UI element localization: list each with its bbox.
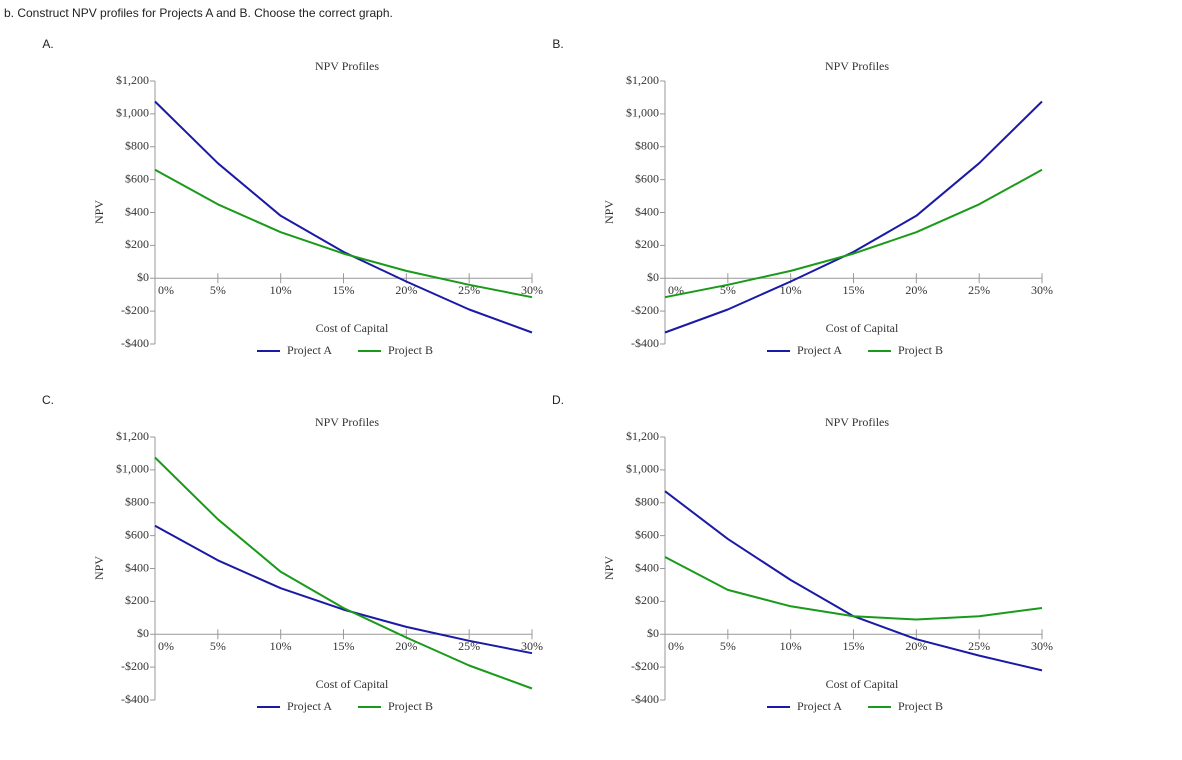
legend-label: Project A xyxy=(287,343,332,357)
y-tick-label: $200 xyxy=(635,237,659,251)
y-tick-label: $0 xyxy=(647,626,659,640)
y-tick-label: -$200 xyxy=(121,659,149,673)
x-axis-title: Cost of Capital xyxy=(316,321,389,335)
chart-title: NPV Profiles xyxy=(825,415,889,429)
npv-line xyxy=(664,168,1043,299)
legend-label: Project B xyxy=(388,699,433,713)
y-tick-label: $1,000 xyxy=(626,106,659,120)
y-axis-title: NPV xyxy=(602,200,616,224)
x-tick-label: 25% xyxy=(968,639,990,653)
chart-title: NPV Profiles xyxy=(315,59,379,73)
option-label[interactable]: D. xyxy=(552,393,564,407)
x-tick-label: 15% xyxy=(333,283,355,297)
x-tick-label: 15% xyxy=(843,639,865,653)
y-tick-label: $600 xyxy=(125,527,149,541)
y-tick-label: $200 xyxy=(635,593,659,607)
x-axis-title: Cost of Capital xyxy=(316,677,389,691)
legend-label: Project A xyxy=(797,343,842,357)
option-label[interactable]: C. xyxy=(42,393,54,407)
x-tick-label: 20% xyxy=(395,283,417,297)
y-tick-label: $600 xyxy=(125,171,149,185)
y-tick-label: $600 xyxy=(635,171,659,185)
x-axis-title: Cost of Capital xyxy=(826,677,899,691)
y-tick-label: -$400 xyxy=(121,692,149,706)
npv-line xyxy=(664,100,1043,334)
legend-label: Project B xyxy=(898,343,943,357)
x-tick-label: 20% xyxy=(395,639,417,653)
y-tick-label: -$400 xyxy=(631,336,659,350)
option-label[interactable]: A. xyxy=(42,37,53,51)
chart-title: NPV Profiles xyxy=(825,59,889,73)
y-tick-label: $400 xyxy=(125,204,149,218)
y-tick-label: $800 xyxy=(635,139,659,153)
x-tick-label: 25% xyxy=(968,283,990,297)
chart-title: NPV Profiles xyxy=(315,415,379,429)
y-tick-label: $600 xyxy=(635,527,659,541)
x-tick-label: 5% xyxy=(210,639,226,653)
y-tick-label: $400 xyxy=(635,560,659,574)
option-label[interactable]: B. xyxy=(552,37,563,51)
x-tick-label: 15% xyxy=(333,639,355,653)
x-tick-label: 5% xyxy=(210,283,226,297)
y-axis-title: NPV xyxy=(92,200,106,224)
y-tick-label: -$400 xyxy=(121,336,149,350)
legend-label: Project B xyxy=(898,699,943,713)
npv-line xyxy=(154,100,533,334)
x-tick-label: 10% xyxy=(270,283,292,297)
y-tick-label: $800 xyxy=(125,495,149,509)
x-tick-label: 0% xyxy=(668,639,684,653)
y-tick-label: -$200 xyxy=(631,303,659,317)
y-tick-label: $0 xyxy=(137,626,149,640)
x-tick-label: 0% xyxy=(158,639,174,653)
y-tick-label: $1,200 xyxy=(626,73,659,87)
x-tick-label: 10% xyxy=(270,639,292,653)
y-tick-label: $1,000 xyxy=(116,106,149,120)
y-tick-label: $400 xyxy=(125,560,149,574)
y-tick-label: -$200 xyxy=(631,659,659,673)
x-tick-label: 30% xyxy=(1031,639,1053,653)
y-tick-label: $1,000 xyxy=(116,462,149,476)
x-tick-label: 10% xyxy=(780,283,802,297)
npv-line xyxy=(154,524,533,655)
question-text: b. Construct NPV profiles for Projects A… xyxy=(4,6,393,20)
legend-label: Project A xyxy=(287,699,332,713)
x-tick-label: 30% xyxy=(521,283,543,297)
y-tick-label: $0 xyxy=(647,270,659,284)
y-tick-label: $0 xyxy=(137,270,149,284)
x-tick-label: 15% xyxy=(843,283,865,297)
npv-line xyxy=(664,556,1043,621)
y-axis-title: NPV xyxy=(92,556,106,580)
y-tick-label: $1,200 xyxy=(116,429,149,443)
y-tick-label: $800 xyxy=(125,139,149,153)
y-tick-label: $1,000 xyxy=(626,462,659,476)
y-tick-label: -$200 xyxy=(121,303,149,317)
x-axis-title: Cost of Capital xyxy=(826,321,899,335)
x-tick-label: 10% xyxy=(780,639,802,653)
x-tick-label: 0% xyxy=(158,283,174,297)
y-tick-label: $1,200 xyxy=(116,73,149,87)
y-tick-label: $400 xyxy=(635,204,659,218)
x-tick-label: 5% xyxy=(720,639,736,653)
legend-label: Project A xyxy=(797,699,842,713)
x-tick-label: 20% xyxy=(905,283,927,297)
x-tick-label: 30% xyxy=(1031,283,1053,297)
x-tick-label: 30% xyxy=(521,639,543,653)
npv-line xyxy=(154,168,533,299)
x-tick-label: 20% xyxy=(905,639,927,653)
legend-label: Project B xyxy=(388,343,433,357)
y-tick-label: $200 xyxy=(125,237,149,251)
y-tick-label: $800 xyxy=(635,495,659,509)
y-tick-label: $1,200 xyxy=(626,429,659,443)
y-tick-label: -$400 xyxy=(631,692,659,706)
npv-line xyxy=(154,456,533,690)
y-axis-title: NPV xyxy=(602,556,616,580)
y-tick-label: $200 xyxy=(125,593,149,607)
